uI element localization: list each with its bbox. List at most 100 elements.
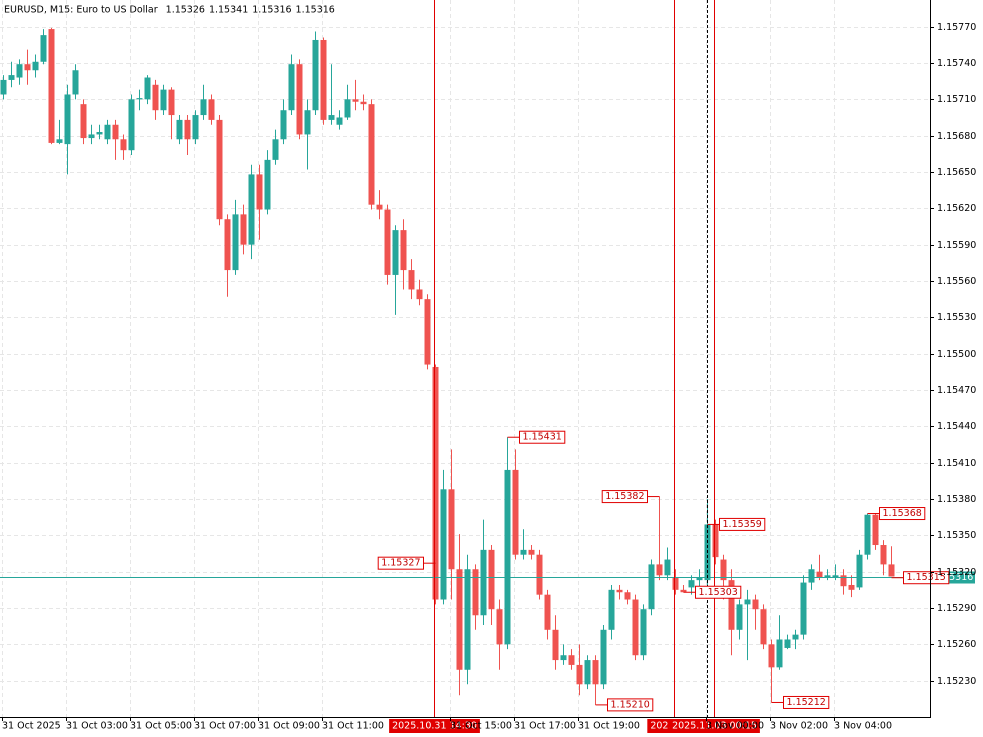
candle-body bbox=[432, 366, 439, 600]
candle-body bbox=[632, 599, 639, 656]
candle-body bbox=[472, 569, 479, 616]
candle-body bbox=[40, 35, 47, 62]
candle-body bbox=[696, 577, 703, 581]
candle-body bbox=[832, 575, 839, 578]
candle-body bbox=[464, 569, 471, 670]
candle-body bbox=[888, 564, 895, 577]
candle-body bbox=[24, 64, 31, 71]
candle-body bbox=[672, 577, 679, 590]
candle-body bbox=[296, 64, 303, 135]
annotation-label: 1.15431 bbox=[523, 432, 562, 443]
candle-body bbox=[352, 99, 359, 102]
candle-body bbox=[320, 39, 327, 120]
y-tick-label: 1.15650 bbox=[937, 167, 976, 178]
candle-body bbox=[152, 84, 159, 111]
x-tick-label: 3 Nov 02:00 bbox=[770, 721, 828, 732]
candle-body bbox=[848, 584, 855, 590]
candle-body bbox=[544, 594, 551, 630]
candle-body bbox=[496, 609, 503, 645]
candle-body bbox=[656, 564, 663, 576]
candle-body bbox=[168, 89, 175, 116]
candle-body bbox=[328, 115, 335, 120]
y-tick-label: 1.15230 bbox=[937, 676, 976, 687]
annotation-label: 1.15327 bbox=[381, 558, 420, 569]
annotation-box bbox=[783, 695, 830, 709]
candle-body bbox=[400, 230, 407, 271]
candle-body bbox=[864, 514, 871, 555]
candle-body bbox=[528, 549, 535, 555]
candle-body bbox=[360, 101, 367, 105]
header-value: 1.15341 bbox=[209, 5, 248, 16]
vertical-line-label: 2025.10.31 14:30 bbox=[392, 721, 477, 732]
header-value: 1.15316 bbox=[296, 5, 335, 16]
candle-body bbox=[288, 64, 295, 111]
annotation-label: 1.15382 bbox=[605, 491, 644, 502]
candle-body bbox=[416, 289, 423, 300]
y-tick-label: 1.15710 bbox=[937, 94, 976, 105]
x-tick-label: 3 Nov 04:00 bbox=[834, 721, 892, 732]
candle-body bbox=[776, 639, 783, 668]
candle-body bbox=[192, 115, 199, 140]
candle-body bbox=[376, 204, 383, 210]
annotation-box bbox=[601, 490, 648, 504]
candle-body bbox=[856, 554, 863, 588]
candle-body bbox=[448, 489, 455, 570]
candle-body bbox=[216, 119, 223, 220]
candle-body bbox=[16, 64, 23, 78]
candle-body bbox=[816, 571, 823, 578]
candle-body bbox=[664, 559, 671, 576]
candle-body bbox=[56, 139, 63, 143]
candle-body bbox=[584, 660, 591, 685]
annotation-box bbox=[607, 698, 654, 712]
candle-body bbox=[272, 139, 279, 160]
candle-body bbox=[336, 117, 343, 125]
candle-body bbox=[872, 514, 879, 546]
y-tick-label: 1.15470 bbox=[937, 385, 976, 396]
vertical-line-box bbox=[669, 719, 760, 733]
candle-body bbox=[536, 554, 543, 595]
candle-body bbox=[720, 559, 727, 581]
candle-body bbox=[128, 99, 135, 151]
candle-body bbox=[136, 98, 143, 100]
candle-body bbox=[368, 104, 375, 205]
candle-body bbox=[880, 545, 887, 565]
candle-body bbox=[232, 214, 239, 271]
candle-body bbox=[144, 77, 151, 100]
candle-body bbox=[808, 569, 815, 583]
y-tick-label: 1.15350 bbox=[937, 530, 976, 541]
annotation-label: 1.15210 bbox=[611, 699, 650, 710]
candle-body bbox=[600, 629, 607, 685]
candle-body bbox=[48, 29, 55, 143]
annotation-box bbox=[377, 556, 424, 570]
candle-body bbox=[96, 132, 103, 135]
y-tick-label: 1.15740 bbox=[937, 58, 976, 69]
y-tick-label: 1.15680 bbox=[937, 131, 976, 142]
candle-body bbox=[304, 110, 311, 135]
candle-body bbox=[120, 139, 127, 151]
candle-body bbox=[392, 230, 399, 275]
candle-body bbox=[840, 575, 847, 587]
annotation-label: 1.15315 bbox=[907, 572, 946, 583]
annotation-label: 1.15303 bbox=[699, 587, 738, 598]
y-tick-label: 1.15620 bbox=[937, 203, 976, 214]
candle-body bbox=[760, 609, 767, 645]
annotation-label: 1.15359 bbox=[723, 519, 762, 530]
candle-body bbox=[224, 219, 231, 271]
candle-body bbox=[208, 99, 215, 120]
candle-body bbox=[648, 564, 655, 610]
y-tick-label: 1.15590 bbox=[937, 240, 976, 251]
candle-body bbox=[608, 589, 615, 630]
candle-body bbox=[344, 99, 351, 118]
y-tick-label: 1.15320 bbox=[937, 567, 976, 578]
x-tick-label: 31 Oct 03:00 bbox=[66, 721, 128, 732]
current-price-label: 1.15316 bbox=[934, 572, 973, 583]
candle-body bbox=[712, 524, 719, 558]
candle-body bbox=[576, 664, 583, 685]
header-value: 1.15326 bbox=[166, 5, 205, 16]
candle-body bbox=[408, 270, 415, 290]
x-tick-label: 31 Oct 09:00 bbox=[258, 721, 320, 732]
candle-body bbox=[800, 582, 807, 635]
candle-body bbox=[160, 89, 167, 111]
